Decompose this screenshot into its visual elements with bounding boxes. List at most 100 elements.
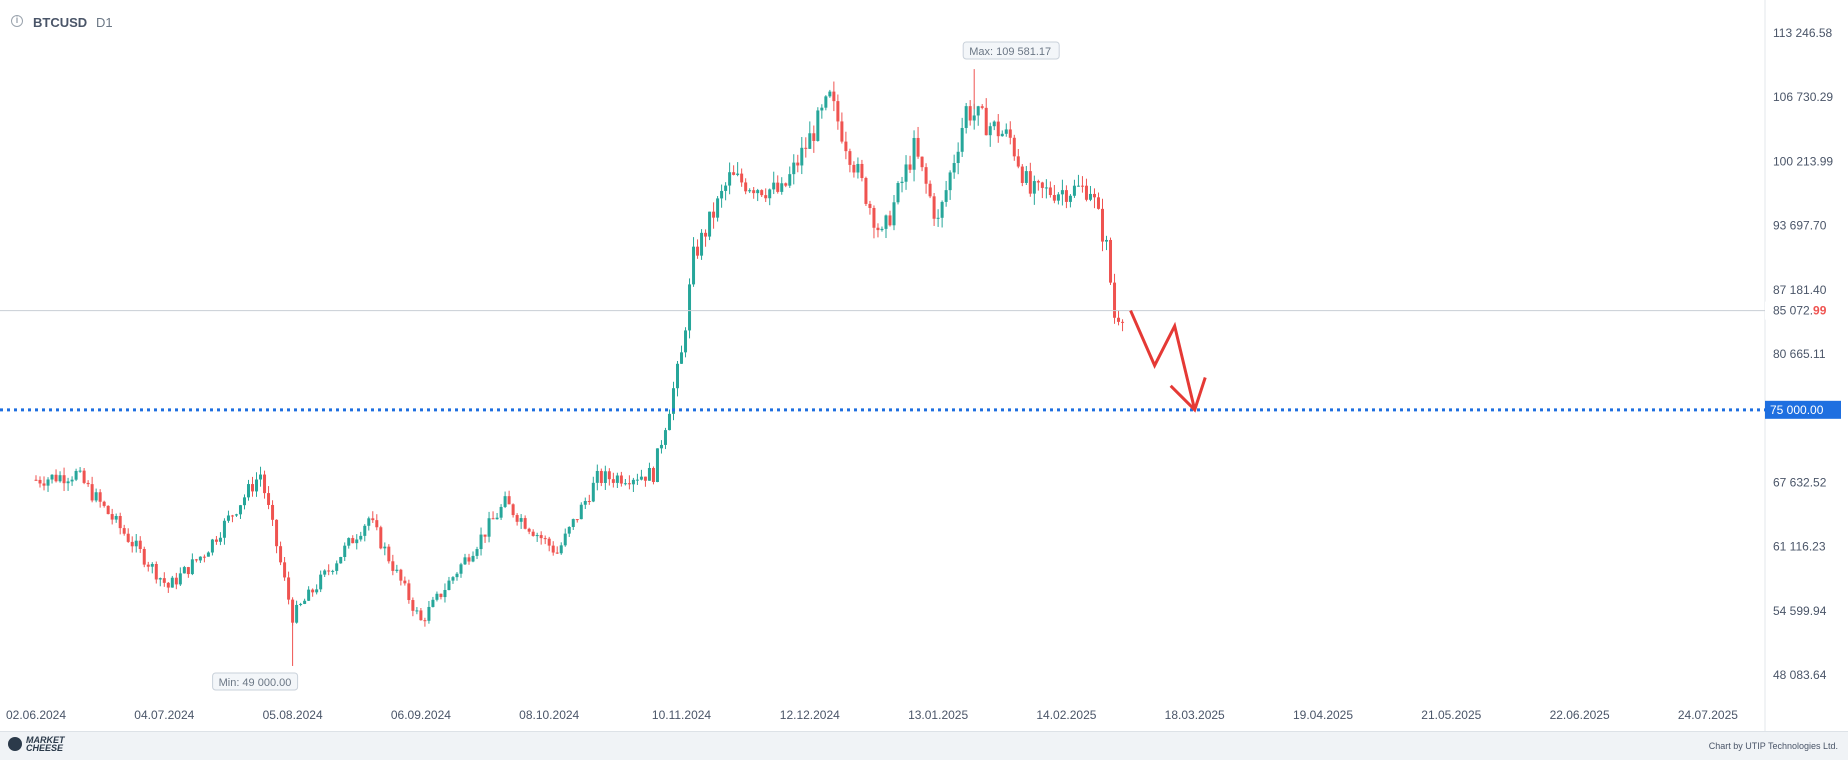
- candle-body: [904, 164, 908, 182]
- candle-body: [383, 546, 387, 549]
- candle-body: [1092, 193, 1096, 198]
- candle-body: [295, 604, 299, 623]
- candle-body: [840, 121, 844, 142]
- candle-body: [1032, 181, 1036, 194]
- candle-body: [752, 190, 756, 194]
- candle-body: [331, 570, 335, 572]
- candle-body: [667, 413, 671, 431]
- candle-body: [740, 173, 744, 183]
- candle-body: [1076, 185, 1080, 187]
- candle-body: [760, 190, 764, 196]
- candle-body: [359, 535, 363, 540]
- y-tick-label: 87 181.40: [1773, 283, 1827, 297]
- x-tick-label: 24.07.2025: [1678, 708, 1738, 722]
- candle-body: [643, 476, 647, 481]
- y-tick-label: 80 665.11: [1773, 347, 1826, 361]
- candle-body: [848, 151, 852, 165]
- candle-body: [471, 555, 475, 562]
- candle-body: [1105, 239, 1109, 242]
- x-tick-label: 02.06.2024: [6, 708, 66, 722]
- candle-body: [399, 569, 403, 581]
- y-tick-label: 93 697.70: [1773, 219, 1827, 233]
- candle-body: [788, 174, 792, 186]
- candle-body: [74, 470, 78, 480]
- candle-body: [1040, 182, 1044, 188]
- candle-body: [246, 484, 250, 498]
- candle-body: [836, 101, 840, 122]
- candle-body: [1080, 185, 1084, 187]
- candle-body: [940, 201, 944, 218]
- candle-body: [1052, 195, 1056, 201]
- candle-body: [944, 190, 948, 202]
- candle-body: [335, 563, 339, 571]
- candle-body: [1064, 190, 1068, 202]
- candle-body: [812, 133, 816, 141]
- candle-body: [1088, 193, 1092, 200]
- candle-body: [1113, 282, 1117, 318]
- candle-body: [174, 577, 178, 585]
- candle-body: [808, 133, 812, 149]
- x-tick-label: 08.10.2024: [519, 708, 579, 722]
- candle-body: [395, 569, 399, 571]
- candle-body: [980, 106, 984, 108]
- candle-body: [218, 537, 222, 542]
- candle-body: [647, 467, 651, 481]
- candle-body: [1100, 208, 1104, 242]
- timeframe-label[interactable]: D1: [96, 15, 113, 30]
- candle-body: [90, 484, 94, 501]
- candle-body: [784, 183, 788, 186]
- candle-body: [459, 564, 463, 574]
- candle-body: [66, 481, 70, 484]
- candle-body: [267, 493, 271, 505]
- candle-body: [407, 583, 411, 601]
- info-icon[interactable]: i: [11, 15, 23, 27]
- candle-body: [182, 567, 186, 574]
- candle-body: [114, 515, 118, 520]
- candle-body: [591, 482, 595, 502]
- y-tick-label: 61 116.23: [1773, 540, 1826, 554]
- y-tick-label: 54 599.94: [1773, 604, 1827, 618]
- candle-body: [86, 482, 90, 485]
- candle-body: [892, 202, 896, 226]
- brand-logo-text: MARKET CHEESE: [26, 736, 65, 753]
- candle-body: [631, 479, 635, 485]
- candle-body: [411, 600, 415, 611]
- candle-body: [391, 561, 395, 571]
- candle-body: [776, 182, 780, 192]
- candle-body: [627, 483, 631, 485]
- candle-body: [443, 590, 447, 598]
- footer-bar: [0, 731, 1848, 760]
- x-tick-label: 04.07.2024: [134, 708, 194, 722]
- candle-body: [379, 527, 383, 549]
- y-tick-label: 100 213.99: [1773, 154, 1833, 168]
- candle-body: [852, 164, 856, 173]
- candle-body: [251, 484, 255, 492]
- candle-body: [126, 533, 130, 542]
- candle-body: [70, 479, 74, 482]
- candle-body: [343, 545, 347, 558]
- forecast-arrow: [1129, 309, 1197, 411]
- candle-body: [186, 567, 190, 575]
- current-price-label: 85 072.99: [1773, 304, 1827, 318]
- candlestick-chart[interactable]: 113 246.58 106 730.29 100 213.99 93 697.70 8…: [0, 0, 1848, 731]
- candle-body: [680, 352, 684, 364]
- x-tick-label: 05.08.2024: [263, 708, 323, 722]
- candle-body: [287, 577, 291, 600]
- candle-body: [639, 476, 643, 480]
- candle-body: [928, 183, 932, 197]
- market-cheese-logo-icon: [8, 737, 22, 751]
- current-price-tag-bg: [1765, 301, 1848, 320]
- candle-body: [900, 181, 904, 184]
- candle-body: [732, 172, 736, 175]
- candle-body: [595, 470, 599, 483]
- x-tick-label: 22.06.2025: [1550, 708, 1610, 722]
- candle-body: [423, 620, 427, 622]
- candle-body: [519, 518, 523, 522]
- candle-body: [1048, 187, 1052, 196]
- candle-body: [499, 506, 503, 518]
- symbol-label: BTCUSD: [33, 15, 88, 30]
- candle-body: [575, 519, 579, 521]
- candle-body: [551, 545, 555, 553]
- max-label: Max: 109 581.17: [969, 46, 1051, 58]
